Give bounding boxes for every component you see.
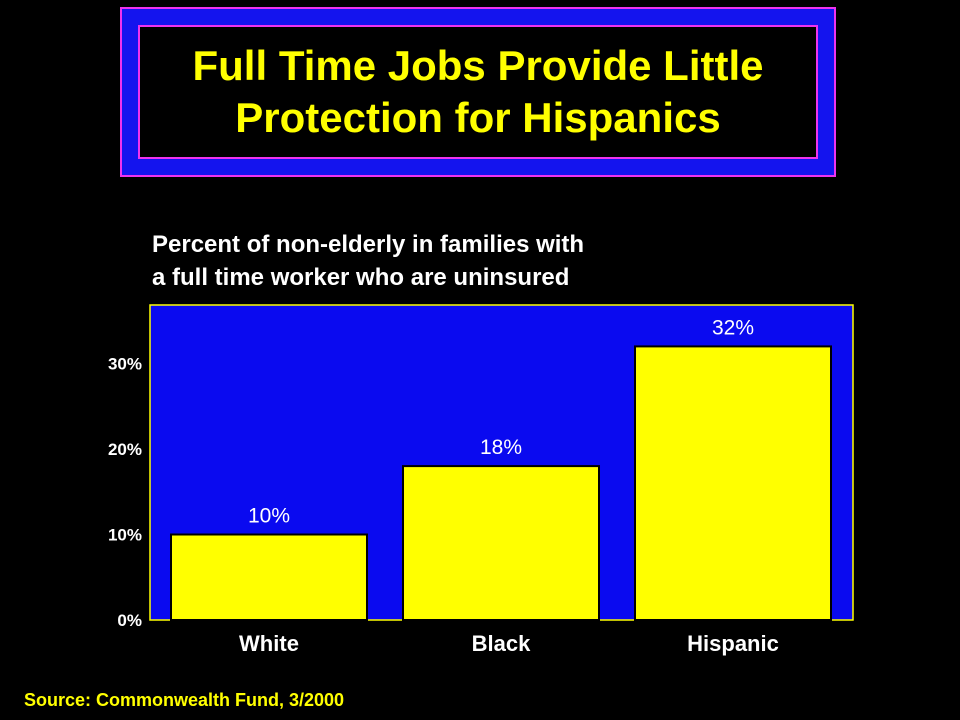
title-line-1: Full Time Jobs Provide Little (192, 42, 764, 89)
title-box: Full Time Jobs Provide Little Protection… (120, 7, 836, 177)
y-tick-label: 30% (108, 355, 142, 374)
source-note: Source: Commonwealth Fund, 3/2000 (24, 690, 345, 710)
x-category-label: Black (472, 631, 531, 656)
title-inner-box: Full Time Jobs Provide Little Protection… (138, 25, 818, 159)
bar-value-label: 18% (480, 436, 522, 459)
subtitle-line-1: Percent of non-elderly in families with (152, 231, 585, 258)
bar-value-label: 32% (712, 316, 754, 339)
bar-black (402, 465, 600, 621)
y-tick-label: 20% (108, 440, 142, 459)
x-category-label: White (239, 631, 299, 656)
x-category-label: Hispanic (687, 631, 779, 656)
y-tick-label: 0% (117, 611, 142, 630)
bar-value-label: 10% (248, 505, 290, 528)
bar-white (170, 533, 368, 621)
chart-subtitle: Percent of non-elderly in families with … (152, 228, 584, 294)
subtitle-line-2: a full time worker who are uninsured (152, 264, 570, 291)
title-line-2: Protection for Hispanics (235, 94, 721, 141)
bar-hispanic (634, 345, 832, 621)
y-tick-label: 10% (108, 526, 142, 545)
